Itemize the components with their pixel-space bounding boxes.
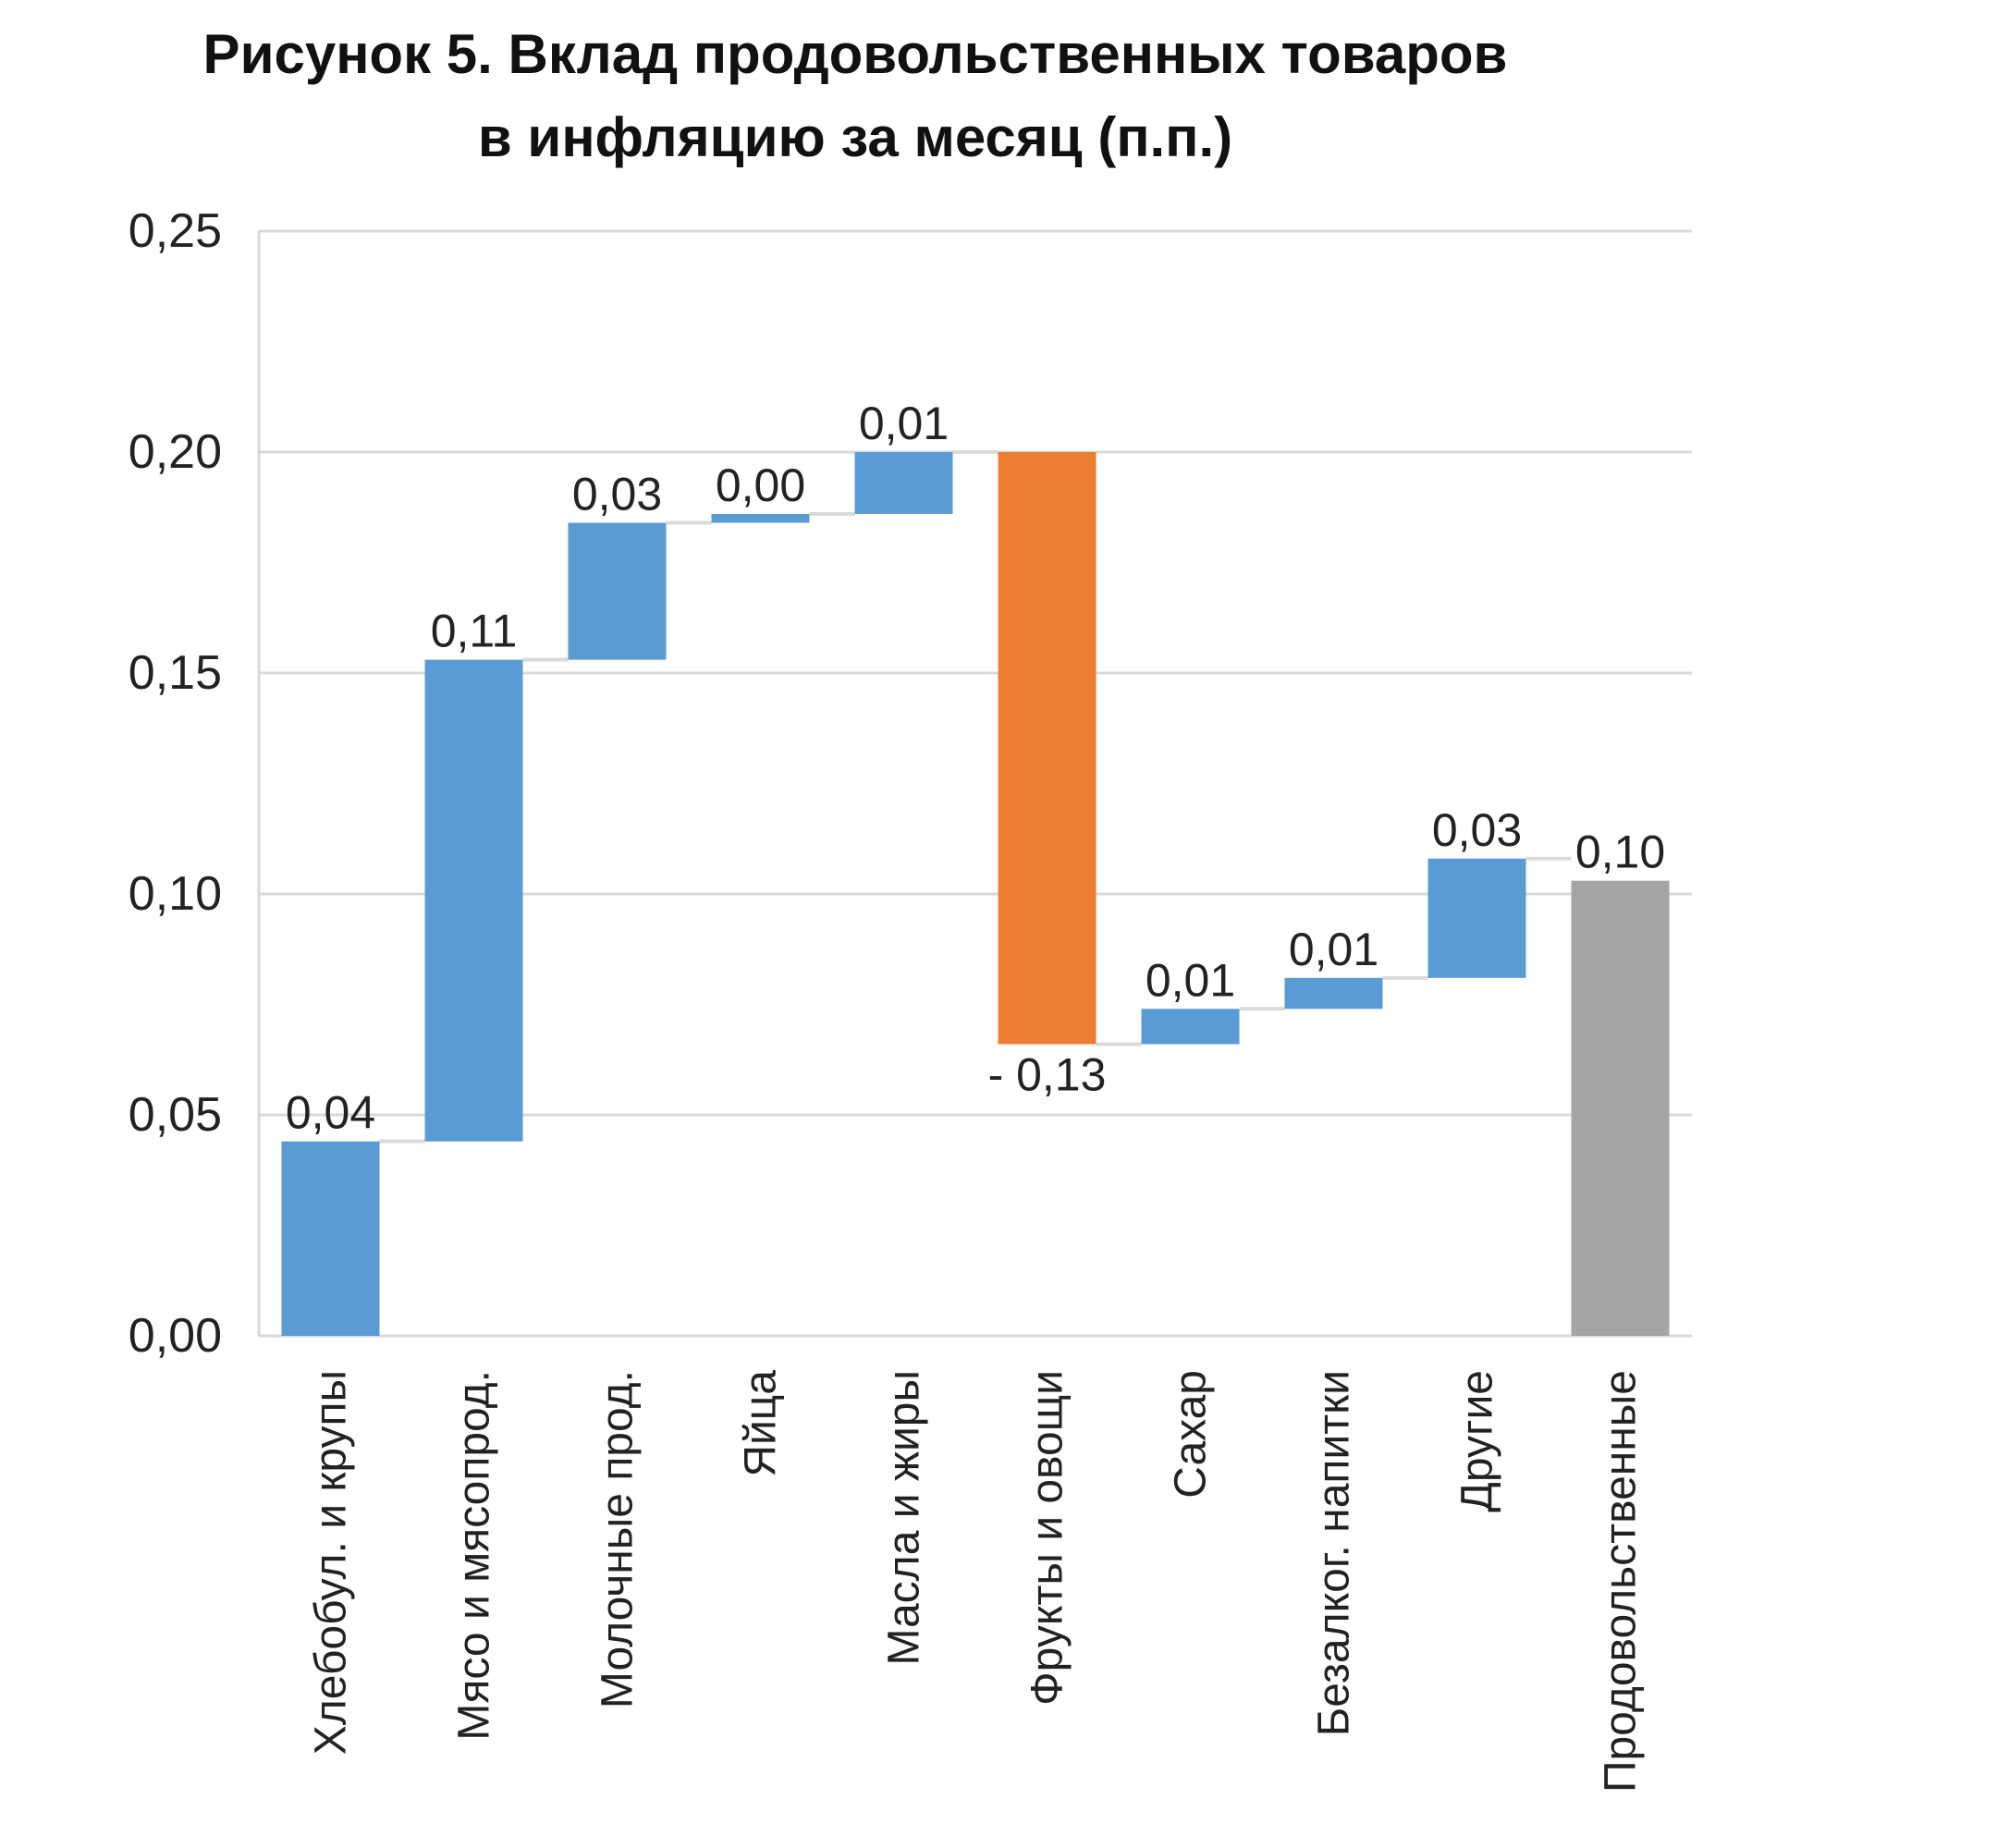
x-category-label: Яйца: [737, 1370, 786, 1477]
connector-lines: [379, 450, 1572, 1144]
y-tick-label: 0,00: [129, 1309, 222, 1363]
x-category-label: Хлебобул. и крупы: [307, 1370, 356, 1755]
bar: [1427, 858, 1526, 978]
data-label: 0,01: [1289, 924, 1378, 975]
x-category-label: Другие: [1453, 1370, 1502, 1512]
chart-title: Рисунок 5. Вклад продовольственных товар…: [0, 13, 1710, 179]
x-category-label: Безалког. напитки: [1310, 1370, 1359, 1736]
x-category-label: Сахар: [1167, 1370, 1216, 1499]
y-tick-label: 0,25: [129, 204, 222, 258]
bar: [1141, 1009, 1240, 1045]
bar: [998, 452, 1097, 1045]
x-category-label: Мясо и мясопрод.: [450, 1370, 499, 1741]
y-axis-ticks: 0,00 0,05 0,10 0,15 0,20 0,25: [129, 204, 222, 1363]
data-label: 0,10: [1575, 826, 1665, 878]
bars: [281, 452, 1670, 1336]
data-label: 0,01: [1146, 954, 1235, 1006]
bar: [854, 452, 953, 514]
y-tick-label: 0,20: [129, 425, 222, 479]
chart-title-line-1: Рисунок 5. Вклад продовольственных товар…: [202, 23, 1508, 85]
bar: [711, 513, 810, 523]
bar: [424, 659, 523, 1142]
x-axis-categories: Хлебобул. и крупы Мясо и мясопрод. Молочны…: [307, 1370, 1646, 1793]
data-label: 0,01: [859, 398, 949, 449]
y-tick-label: 0,05: [129, 1088, 222, 1142]
bar: [1284, 977, 1383, 1010]
x-category-label: Масла и жиры: [880, 1370, 929, 1666]
x-category-label: Продовольственные: [1597, 1370, 1646, 1793]
chart-title-line-2: в инфляцию за месяц (п.п.): [477, 106, 1233, 168]
x-category-label: Фрукты и овощи: [1023, 1370, 1072, 1706]
data-label: 0,00: [716, 459, 805, 511]
y-tick-label: 0,15: [129, 646, 222, 700]
bar: [1571, 880, 1670, 1336]
bar: [568, 522, 667, 660]
y-tick-label: 0,10: [129, 867, 222, 921]
x-category-label: Молочные прод.: [594, 1370, 643, 1708]
bar: [281, 1141, 380, 1336]
data-label: 0,03: [572, 468, 662, 520]
data-label: 0,11: [431, 606, 518, 657]
data-labels: 0,04 0,11 0,03 0,00 0,01 - 0,13 0,01 0,01 0,03 0,…: [286, 398, 1665, 1139]
data-label: - 0,13: [988, 1049, 1107, 1101]
data-label: 0,03: [1432, 804, 1522, 856]
data-label: 0,04: [286, 1087, 375, 1139]
